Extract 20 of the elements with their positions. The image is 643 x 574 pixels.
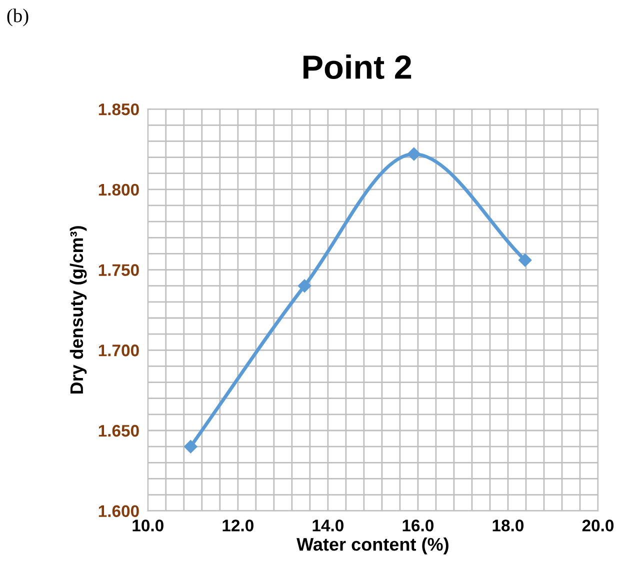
point (518, 254, 532, 267)
point (298, 279, 312, 292)
point (407, 147, 420, 161)
x-tick-label: 18.0 (492, 520, 524, 532)
x-axis-title: Water content (%) (296, 538, 448, 554)
y-tick-label: 1.650 (98, 424, 139, 437)
point (184, 440, 198, 454)
x-tick-label: 16.0 (402, 520, 434, 532)
chart-title: Point 2 (304, 54, 412, 80)
text: (b) (7, 8, 28, 26)
x-tick-label: 14.0 (312, 520, 344, 532)
y-tick-label: 1.850 (98, 103, 139, 116)
y-tick-label: 1.600 (98, 505, 139, 518)
y-tick-label: 1.700 (98, 344, 139, 356)
y-tick-label: 1.800 (98, 184, 139, 196)
x-tick-label: 10.0 (132, 520, 164, 532)
x-tick-label: 20.0 (582, 520, 614, 532)
y-axis-title: Dry densuty (g/cm³) (70, 226, 87, 394)
x-tick-label: 12.0 (222, 520, 254, 532)
y-tick-label: 1.750 (98, 264, 139, 276)
